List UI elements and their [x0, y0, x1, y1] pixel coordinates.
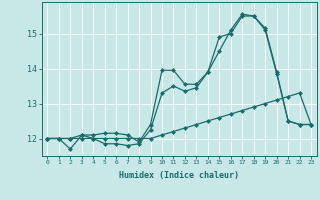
X-axis label: Humidex (Indice chaleur): Humidex (Indice chaleur) [119, 171, 239, 180]
